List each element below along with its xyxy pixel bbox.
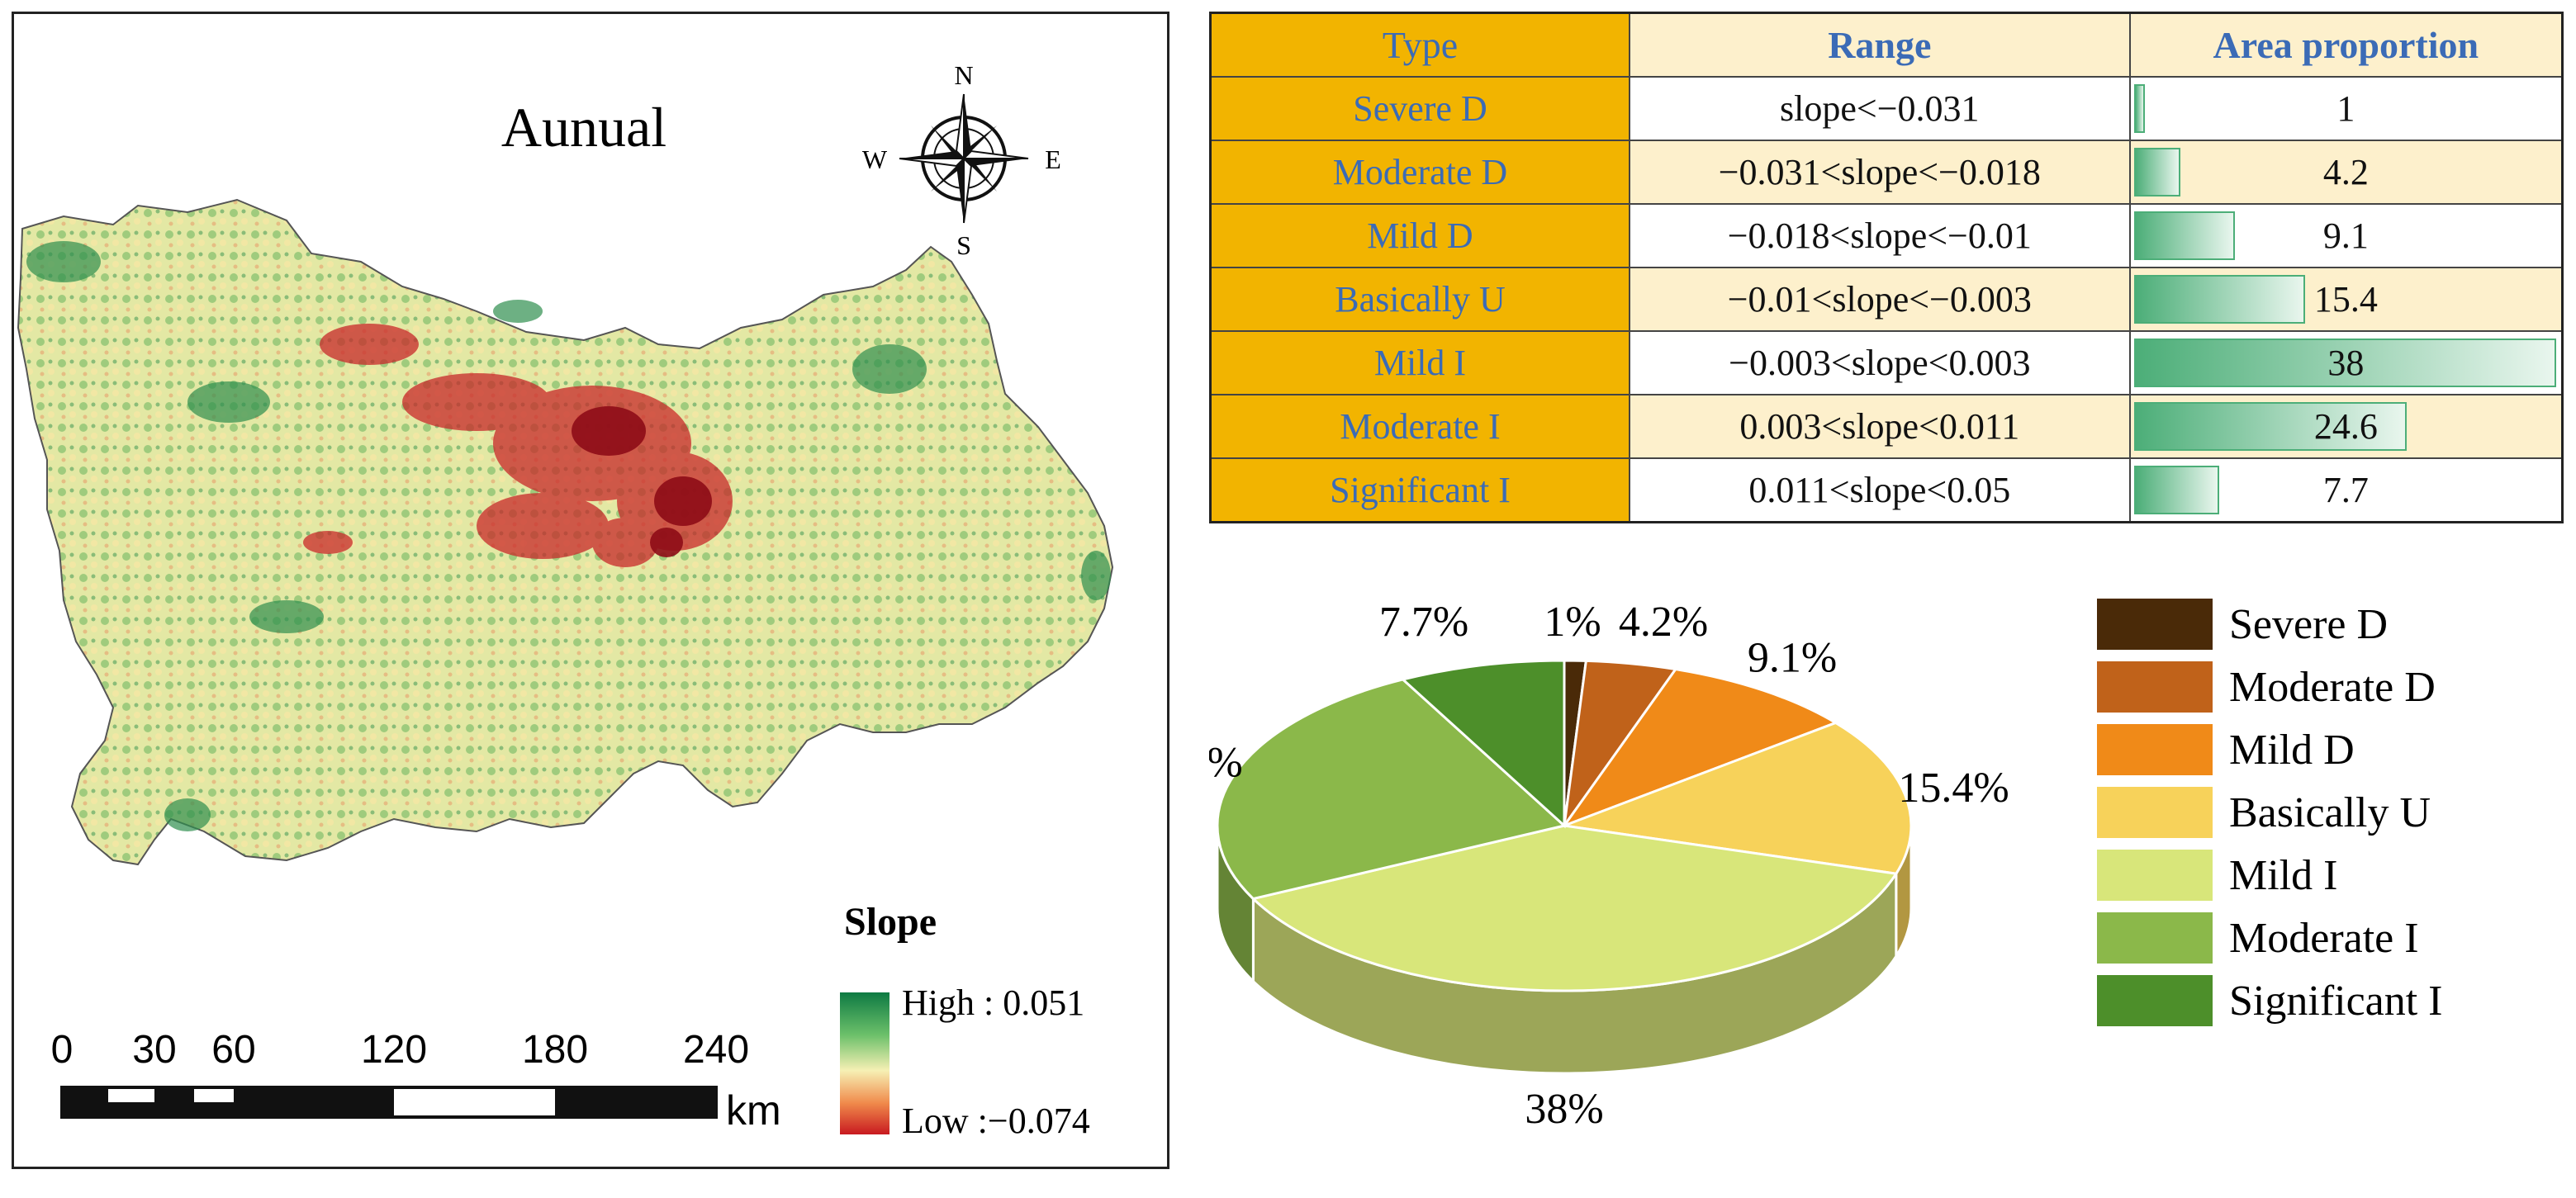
scale-bar: 0 30 60 120 180 240 km: [51, 1028, 781, 1134]
legend-swatch-5: [2097, 912, 2213, 964]
range-cell: 0.003<slope<0.011: [1628, 393, 2131, 459]
range-cell: −0.031<slope<−0.018: [1628, 139, 2131, 205]
table-row: Significant I 0.011<slope<0.05 7.7: [1209, 457, 2564, 523]
range-cell: 0.011<slope<0.05: [1628, 457, 2131, 523]
range-cell: −0.01<slope<−0.003: [1628, 266, 2131, 332]
area-cell: 7.7: [2128, 457, 2564, 523]
area-cell: 1: [2128, 76, 2564, 141]
compass-west: W: [862, 144, 888, 174]
legend-title: Slope: [844, 900, 937, 944]
area-bar: [2133, 338, 2556, 387]
area-value: 4.2: [2322, 151, 2369, 192]
type-cell: Moderate D: [1209, 139, 1630, 205]
legend-low: Low :−0.074: [902, 1101, 1090, 1141]
scale-tick-0: 0: [51, 1028, 74, 1072]
table-row: Moderate D −0.031<slope<−0.018 4.2: [1209, 139, 2564, 205]
area-value: 7.7: [2322, 469, 2369, 510]
range-cell: slope<−0.031: [1628, 76, 2131, 141]
header-range: Range: [1628, 12, 2131, 78]
area-bar: [2133, 274, 2305, 324]
legend-swatch-2: [2097, 724, 2213, 775]
legend-label-0: Severe D: [2229, 601, 2388, 648]
type-cell: Severe D: [1209, 76, 1630, 141]
area-cell: 15.4: [2128, 266, 2564, 332]
legend-label-3: Basically U: [2229, 789, 2431, 836]
area-cell: 4.2: [2128, 139, 2564, 205]
area-value: 38: [2327, 342, 2365, 383]
legend-label-6: Significant I: [2229, 978, 2443, 1025]
area-bar: [2133, 401, 2408, 451]
area-cell: 9.1: [2128, 202, 2564, 268]
legend-label-4: Mild I: [2229, 852, 2337, 899]
legend-label-5: Moderate I: [2229, 915, 2419, 962]
scale-unit: km: [726, 1087, 781, 1134]
table-row: Mild D −0.018<slope<−0.01 9.1: [1209, 202, 2564, 268]
type-cell: Mild I: [1209, 329, 1630, 395]
compass-east: E: [1045, 144, 1061, 174]
table-row: Moderate I 0.003<slope<0.011 24.6: [1209, 393, 2564, 459]
scale-tick-60: 60: [211, 1028, 255, 1072]
pie-label-3: 15.4%: [1898, 765, 2009, 812]
range-cell: −0.018<slope<−0.01: [1628, 202, 2131, 268]
area-value: 1: [2336, 88, 2355, 129]
type-cell: Significant I: [1209, 457, 1630, 523]
map-panel: Aunual: [12, 12, 1169, 1169]
header-type: Type: [1209, 12, 1630, 78]
pie-label-4: 38%: [1525, 1086, 1603, 1133]
table-row: Mild I −0.003<slope<0.003 38: [1209, 329, 2564, 395]
table-row: Basically U −0.01<slope<−0.003 15.4: [1209, 266, 2564, 332]
pie-chart: 1% 4.2% 9.1% 15.4% 38% 24.6% 7.7% Severe D Moder…: [1131, 599, 2443, 1133]
pie-label-6: 7.7%: [1379, 599, 1468, 646]
area-bar: [2133, 211, 2235, 260]
pie-label-5: 24.6%: [1209, 740, 1243, 787]
type-cell: Basically U: [1209, 266, 1630, 332]
scale-tick-120: 120: [361, 1028, 427, 1072]
area-bar: [2133, 147, 2181, 197]
pie-slice-5: [1216, 678, 1568, 901]
legend-swatch-1: [2097, 661, 2213, 713]
legend-swatch-3: [2097, 787, 2213, 838]
pie-label-1: 4.2%: [1619, 599, 1708, 646]
area-cell: 38: [2128, 329, 2564, 395]
pie-panel: 1% 4.2% 9.1% 15.4% 38% 24.6% 7.7% Severe D Moder…: [1131, 578, 2564, 1172]
pie-slice-4: [1250, 824, 1899, 992]
map-title: Aunual: [501, 96, 667, 159]
pie-slice-3: [1559, 721, 1913, 875]
scale-tick-180: 180: [522, 1028, 588, 1072]
range-cell: −0.003<slope<0.003: [1628, 329, 2131, 395]
area-value: 9.1: [2322, 215, 2369, 256]
pie-slice-6: [1400, 659, 1566, 829]
legend-ramp: [840, 992, 890, 1134]
compass-south: S: [956, 230, 971, 260]
table-header-row: Type Range Area proportion: [1209, 12, 2564, 78]
scale-tick-30: 30: [132, 1028, 176, 1072]
map-figure: Aunual: [17, 60, 1114, 1141]
legend-swatch-4: [2097, 850, 2213, 901]
pie-label-2: 9.1%: [1748, 634, 1837, 681]
legend-high: High : 0.051: [902, 983, 1084, 1023]
header-area: Area proportion: [2128, 12, 2564, 78]
type-cell: Moderate I: [1209, 393, 1630, 459]
type-cell: Mild D: [1209, 202, 1630, 268]
compass-rose: N S E W: [862, 60, 1061, 260]
area-bar: [2133, 465, 2220, 514]
legend-label-1: Moderate D: [2229, 664, 2436, 711]
compass-north: N: [954, 60, 973, 90]
area-value: 15.4: [2313, 278, 2378, 320]
area-bar: [2133, 84, 2146, 133]
improvement-patches: [26, 241, 1111, 831]
area-value: 24.6: [2313, 405, 2378, 447]
legend-swatch-0: [2097, 599, 2213, 650]
legend-label-2: Mild D: [2229, 727, 2355, 774]
scale-tick-240: 240: [683, 1028, 749, 1072]
legend-swatch-6: [2097, 975, 2213, 1026]
pie-label-0: 1%: [1544, 599, 1601, 646]
pie-slice-2: [1560, 667, 1839, 829]
area-cell: 24.6: [2128, 393, 2564, 459]
